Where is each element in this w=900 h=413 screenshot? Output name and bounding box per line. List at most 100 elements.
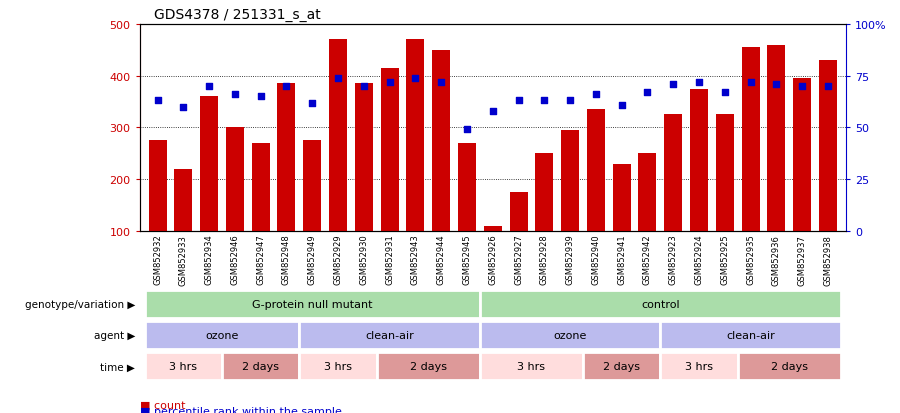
Text: GSM852942: GSM852942 [643,234,652,285]
Point [795,83,809,90]
Bar [252,144,270,231]
Bar [480,322,661,349]
Text: GSM852938: GSM852938 [824,234,832,285]
Text: 3 hrs: 3 hrs [324,361,352,371]
Bar [303,141,321,231]
Bar [222,353,300,380]
Point [589,92,603,98]
Text: ozone: ozone [554,330,587,340]
Bar [536,154,554,231]
Point [382,79,397,86]
Text: time ▶: time ▶ [100,361,135,372]
Text: clean-air: clean-air [365,330,414,340]
Bar [458,144,476,231]
Text: clean-air: clean-air [726,330,775,340]
Point [562,98,577,104]
Bar [145,291,480,318]
Point [511,98,526,104]
Point [176,104,191,111]
Bar [716,115,733,231]
Text: 3 hrs: 3 hrs [685,361,713,371]
Point [409,75,423,82]
Text: GSM852948: GSM852948 [282,234,291,285]
Text: GSM852935: GSM852935 [746,234,755,285]
Text: GSM852943: GSM852943 [411,234,420,285]
Text: GSM852928: GSM852928 [540,234,549,285]
Point [821,83,835,90]
Text: GSM852940: GSM852940 [591,234,600,285]
Bar [738,353,841,380]
Bar [148,141,166,231]
Text: GSM852934: GSM852934 [204,234,213,285]
Bar [742,48,760,231]
Text: 2 days: 2 days [410,361,446,371]
Text: ■ percentile rank within the sample: ■ percentile rank within the sample [140,406,341,413]
Text: 2 days: 2 days [603,361,640,371]
Point [202,83,216,90]
Point [640,90,654,96]
Bar [480,291,841,318]
Bar [300,322,480,349]
Text: GSM852945: GSM852945 [463,234,472,285]
Point [228,92,242,98]
Text: GDS4378 / 251331_s_at: GDS4378 / 251331_s_at [154,8,320,22]
Bar [407,40,425,231]
Point [770,81,784,88]
Text: GSM852932: GSM852932 [153,234,162,285]
Text: GSM852939: GSM852939 [565,234,574,285]
Text: GSM852947: GSM852947 [256,234,266,285]
Point [460,127,474,133]
Bar [175,169,193,231]
Bar [483,226,502,231]
Bar [432,51,450,231]
Point [150,98,165,104]
Bar [664,115,682,231]
Bar [480,353,583,380]
Text: GSM852925: GSM852925 [720,234,729,285]
Text: GSM852941: GSM852941 [617,234,626,285]
Bar [145,322,300,349]
Bar [145,353,222,380]
Text: GSM852929: GSM852929 [334,234,343,285]
Text: GSM852927: GSM852927 [514,234,523,285]
Text: ■ count: ■ count [140,400,185,410]
Text: GSM852924: GSM852924 [695,234,704,285]
Bar [819,61,837,231]
Text: GSM852926: GSM852926 [488,234,497,285]
Text: 2 days: 2 days [242,361,279,371]
Point [743,79,758,86]
Text: 3 hrs: 3 hrs [518,361,545,371]
Text: GSM852946: GSM852946 [230,234,239,285]
Point [717,90,732,96]
Text: GSM852930: GSM852930 [359,234,368,285]
Point [692,79,706,86]
Bar [277,84,295,231]
Text: G-protein null mutant: G-protein null mutant [252,299,373,309]
Point [356,83,371,90]
Bar [226,128,244,231]
Bar [768,45,786,231]
Bar [200,97,218,231]
Text: GSM852944: GSM852944 [436,234,446,285]
Text: GSM852923: GSM852923 [669,234,678,285]
Bar [300,353,377,380]
Point [331,75,346,82]
Bar [583,353,661,380]
Text: GSM852936: GSM852936 [772,234,781,285]
Bar [509,192,527,231]
Text: GSM852949: GSM852949 [308,234,317,285]
Bar [638,154,656,231]
Bar [661,353,738,380]
Bar [377,353,480,380]
Bar [355,84,373,231]
Text: GSM852933: GSM852933 [179,234,188,285]
Bar [329,40,347,231]
Text: 3 hrs: 3 hrs [169,361,197,371]
Bar [587,110,605,231]
Point [537,98,552,104]
Text: GSM852931: GSM852931 [385,234,394,285]
Point [434,79,448,86]
Point [254,94,268,100]
Text: 2 days: 2 days [770,361,808,371]
Text: GSM852937: GSM852937 [797,234,806,285]
